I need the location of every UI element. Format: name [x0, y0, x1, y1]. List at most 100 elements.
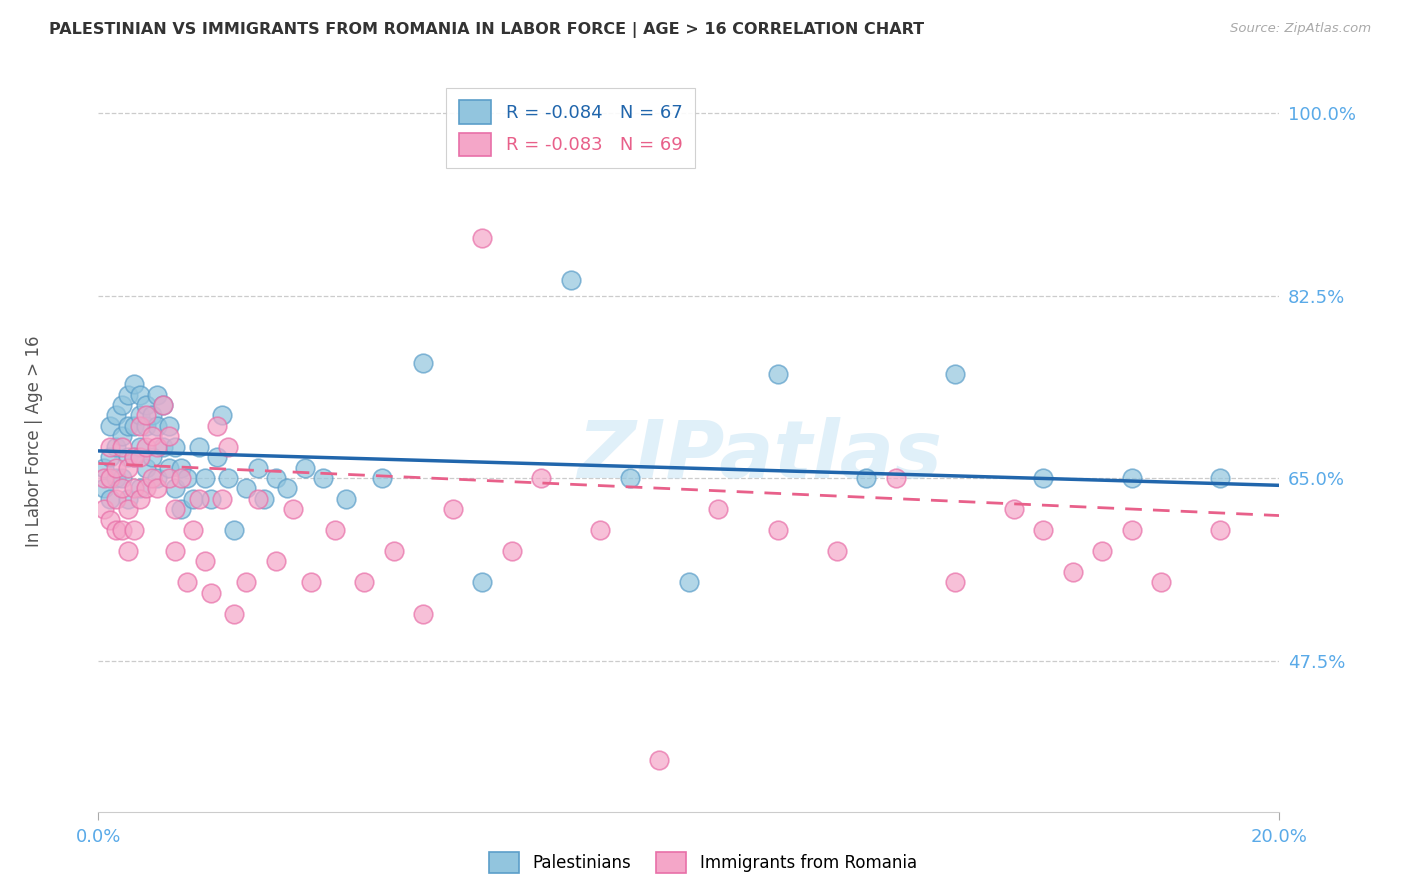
Point: [1150, 575, 1173, 590]
Point: [471, 231, 494, 245]
Point: [165, 502, 187, 516]
Point: [98, 450, 121, 465]
Point: [117, 418, 139, 433]
Point: [943, 367, 966, 381]
Point: [205, 450, 228, 465]
Point: [157, 471, 180, 485]
Point: [128, 491, 150, 506]
Point: [117, 544, 139, 558]
Point: [93, 460, 115, 475]
Point: [235, 575, 257, 590]
Point: [117, 387, 139, 401]
Point: [98, 513, 121, 527]
Point: [105, 440, 128, 454]
Point: [141, 471, 163, 485]
Point: [276, 482, 298, 496]
Point: [194, 471, 217, 485]
Point: [152, 398, 174, 412]
Point: [141, 450, 163, 465]
Point: [141, 429, 163, 443]
Legend: R = -0.084   N = 67, R = -0.083   N = 69: R = -0.084 N = 67, R = -0.083 N = 69: [446, 87, 696, 169]
Text: ZIPatlas: ZIPatlas: [578, 417, 942, 495]
Point: [122, 377, 145, 392]
Point: [176, 471, 198, 485]
Point: [128, 450, 150, 465]
Point: [152, 440, 174, 454]
Point: [105, 460, 128, 475]
Point: [825, 544, 848, 558]
Point: [1121, 523, 1143, 537]
Point: [157, 460, 180, 475]
Point: [224, 523, 246, 537]
Point: [157, 429, 180, 443]
Point: [211, 491, 233, 506]
Point: [217, 471, 239, 485]
Point: [371, 471, 394, 485]
Point: [943, 575, 966, 590]
Point: [111, 471, 134, 485]
Point: [501, 544, 523, 558]
Point: [299, 575, 322, 590]
Point: [181, 523, 204, 537]
Point: [146, 387, 169, 401]
Point: [111, 398, 134, 412]
Point: [1091, 544, 1114, 558]
Point: [117, 460, 139, 475]
Point: [589, 523, 612, 537]
Point: [157, 418, 180, 433]
Point: [146, 471, 169, 485]
Point: [1032, 471, 1054, 485]
Point: [117, 502, 139, 516]
Point: [146, 440, 169, 454]
Point: [146, 482, 169, 496]
Point: [412, 607, 434, 621]
Point: [128, 482, 150, 496]
Point: [111, 440, 134, 454]
Point: [98, 418, 121, 433]
Point: [323, 523, 346, 537]
Point: [707, 502, 730, 516]
Point: [93, 482, 115, 496]
Point: [412, 356, 434, 370]
Point: [678, 575, 700, 590]
Point: [353, 575, 375, 590]
Point: [217, 440, 239, 454]
Point: [619, 471, 641, 485]
Point: [128, 409, 150, 423]
Point: [246, 460, 269, 475]
Point: [176, 575, 198, 590]
Point: [135, 409, 157, 423]
Point: [187, 491, 209, 506]
Point: [560, 273, 582, 287]
Point: [93, 502, 115, 516]
Point: [111, 523, 134, 537]
Point: [530, 471, 553, 485]
Point: [335, 491, 357, 506]
Point: [135, 460, 157, 475]
Point: [1121, 471, 1143, 485]
Point: [152, 398, 174, 412]
Point: [128, 418, 150, 433]
Legend: Palestinians, Immigrants from Romania: Palestinians, Immigrants from Romania: [482, 846, 924, 880]
Text: Source: ZipAtlas.com: Source: ZipAtlas.com: [1230, 22, 1371, 36]
Point: [122, 450, 145, 465]
Point: [111, 429, 134, 443]
Point: [471, 575, 494, 590]
Point: [855, 471, 877, 485]
Point: [648, 753, 671, 767]
Point: [766, 367, 789, 381]
Point: [117, 450, 139, 465]
Point: [135, 440, 157, 454]
Point: [187, 440, 209, 454]
Point: [135, 398, 157, 412]
Point: [170, 460, 193, 475]
Point: [246, 491, 269, 506]
Point: [283, 502, 305, 516]
Point: [264, 471, 287, 485]
Point: [884, 471, 907, 485]
Point: [766, 523, 789, 537]
Point: [294, 460, 316, 475]
Point: [382, 544, 405, 558]
Point: [165, 440, 187, 454]
Point: [105, 523, 128, 537]
